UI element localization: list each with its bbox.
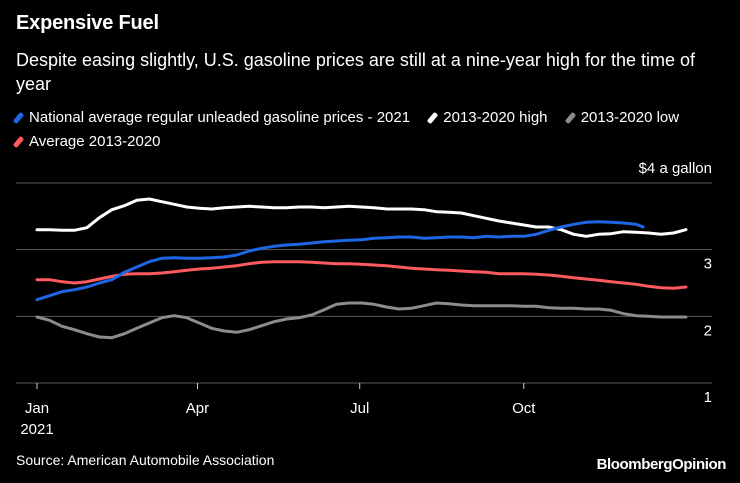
brand-sub: Opinion (672, 456, 726, 473)
legend-item-high: 2013-2020 high (426, 107, 548, 129)
brand-main: Bloomberg (596, 456, 673, 473)
x-tick-sublabel-0: 2021 (20, 421, 53, 438)
brand-logo: BloombergOpinion (596, 456, 727, 473)
series-line-2 (35, 301, 688, 340)
legend-label-average: Average 2013-2020 (29, 133, 161, 150)
series-line-0 (35, 220, 645, 302)
legend-label-2021: National average regular unleaded gasoli… (29, 109, 411, 126)
x-tick-label-3: Oct (512, 400, 536, 417)
x-tick-label-0: Jan (25, 400, 49, 417)
source-note: Source: American Automobile Association (16, 452, 275, 468)
chart-title: Expensive Fuel (16, 12, 159, 34)
x-tick-label-1: Apr (186, 400, 209, 417)
y-tick-label-0: $4 a gallon (639, 160, 712, 177)
x-tick-label-2: Jul (350, 400, 369, 417)
chart-legend: National average regular unleaded gasoli… (12, 107, 728, 155)
legend-item-2021: National average regular unleaded gasoli… (12, 107, 411, 129)
legend-item-low: 2013-2020 low (564, 107, 680, 129)
legend-label-high: 2013-2020 high (443, 109, 548, 126)
chart-subtitle: Despite easing slightly, U.S. gasoline p… (16, 50, 695, 94)
series-line-3 (35, 260, 688, 290)
legend-label-low: 2013-2020 low (580, 109, 680, 126)
y-tick-label-1: 3 (704, 256, 712, 273)
legend-item-average: Average 2013-2020 (12, 131, 161, 153)
series-line-1 (35, 197, 688, 238)
y-tick-label-2: 2 (704, 322, 712, 339)
y-tick-label-3: 1 (704, 389, 712, 406)
